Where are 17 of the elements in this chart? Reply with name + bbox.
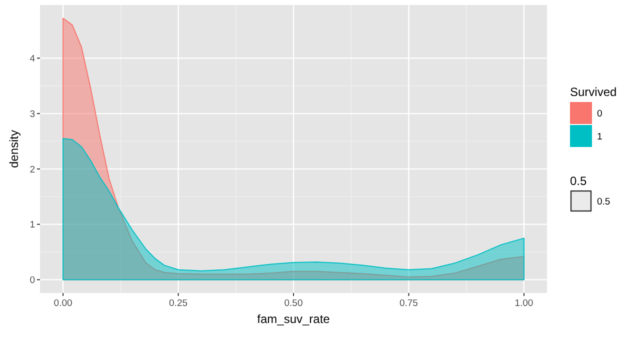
text: 0.5 xyxy=(597,196,610,208)
y-tick-label: 3 xyxy=(30,108,35,120)
y-tick-label: 0 xyxy=(30,275,35,286)
y-tick-label: 2 xyxy=(30,164,35,176)
x-tick-label: 0.00 xyxy=(54,298,72,309)
x-tick-label: 0.50 xyxy=(284,298,303,309)
y-tick-label: 4 xyxy=(30,53,35,64)
legend-label: 1 xyxy=(597,131,602,142)
x-tick-label: 1.00 xyxy=(514,298,534,309)
x-tick-label: 0.75 xyxy=(399,298,418,309)
y-axis-title: density xyxy=(7,130,21,168)
x-tick-label: 0.25 xyxy=(169,298,188,309)
y-tick-label: 1 xyxy=(30,220,35,231)
text: 0.5 xyxy=(570,174,588,188)
legend-title: Survived xyxy=(570,85,617,99)
x-axis-title: fam_suv_rate xyxy=(257,312,330,326)
legend-label: 0 xyxy=(597,108,602,120)
